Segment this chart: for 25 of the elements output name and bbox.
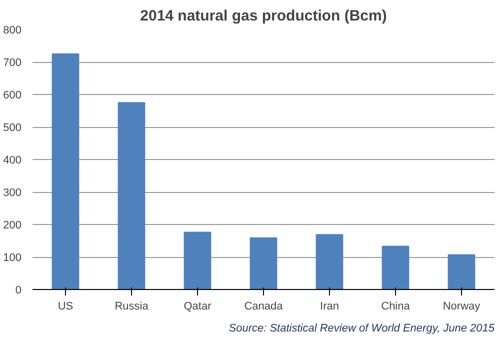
y-tick-label: 400 [3, 154, 22, 166]
y-tick-label: 200 [3, 220, 22, 232]
y-tick-label: 300 [3, 187, 22, 199]
y-tick-label: 600 [3, 90, 22, 102]
bar [52, 53, 80, 290]
bar [184, 232, 212, 290]
y-tick-label: 0 [15, 284, 22, 296]
bar [448, 254, 476, 290]
y-tick-label: 700 [3, 57, 22, 69]
x-tick-label: Iran [320, 300, 339, 312]
source-note: Source: Statistical Review of World Energy, June 2015 [228, 322, 496, 334]
x-tick-label: US [58, 300, 74, 312]
bar [382, 246, 410, 290]
y-tick-label: 100 [3, 252, 22, 264]
x-tick-label: Russia [114, 300, 150, 312]
y-tick-label: 800 [3, 24, 22, 36]
x-tick-label: Qatar [184, 300, 212, 312]
x-tick-label: Norway [442, 300, 481, 312]
bar [250, 237, 278, 290]
x-tick-label: China [381, 300, 411, 312]
bar [316, 234, 344, 290]
y-tick-label: 500 [3, 122, 22, 134]
x-tick-label: Canada [244, 300, 284, 312]
chart-title: 2014 natural gas production (Bcm) [140, 8, 387, 24]
bar [118, 102, 146, 290]
